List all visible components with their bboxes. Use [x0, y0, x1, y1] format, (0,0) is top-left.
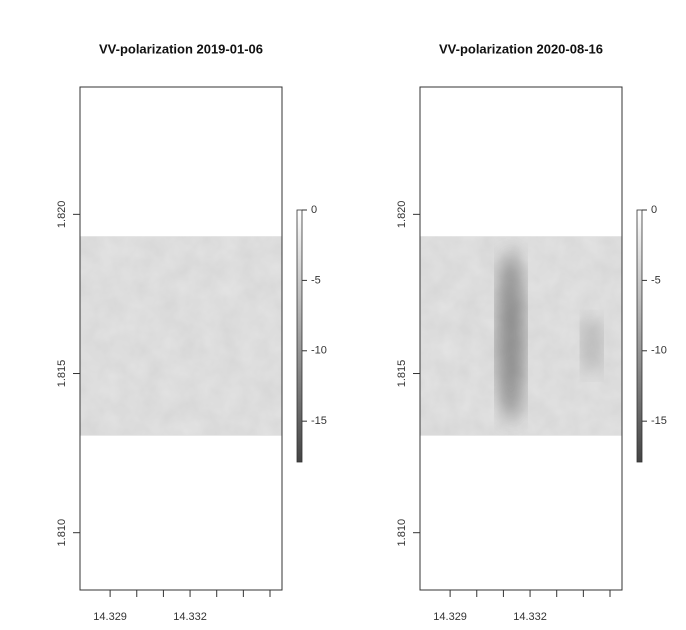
y-tick-label: 1.810: [56, 519, 68, 547]
colorbar-tick-label: -5: [651, 274, 661, 286]
y-tick-label: 1.820: [396, 201, 408, 229]
y-tick-label: 1.810: [396, 519, 408, 547]
colorbar-tick-label: -5: [311, 274, 321, 286]
colorbar-tick-label: -15: [311, 415, 327, 427]
colorbar: [296, 209, 303, 463]
panel: VV-polarization 2020-08-16 14.329 14.332 1.…: [396, 41, 667, 622]
colorbar-tick-label: -15: [651, 415, 667, 427]
colorbar: [636, 209, 643, 463]
x-tick-label: 14.329: [433, 611, 467, 623]
colorbar-tick-label: 0: [311, 204, 317, 216]
dark-streak: [581, 315, 602, 376]
plot-frame: [79, 86, 283, 591]
x-tick-label: 14.329: [93, 611, 127, 623]
y-tick-label: 1.815: [56, 360, 68, 388]
y-tick-label: 1.815: [396, 360, 408, 388]
panel: VV-polarization 2019-01-06 14.329 14.332 1.…: [56, 41, 327, 622]
colorbar-tick-label: -10: [311, 345, 327, 357]
panel-title: VV-polarization 2019-01-06: [99, 41, 263, 56]
x-tick-label: 14.332: [173, 611, 207, 623]
colorbar-tick-label: -10: [651, 345, 667, 357]
x-tick-label: 14.332: [513, 611, 547, 623]
raster-texture: [80, 236, 282, 436]
dark-streak: [496, 250, 525, 421]
raster-feature: [496, 250, 602, 421]
y-tick-label: 1.820: [56, 201, 68, 229]
colorbar-tick-label: 0: [651, 204, 657, 216]
panel-title: VV-polarization 2020-08-16: [439, 41, 603, 56]
plot-frame: [419, 86, 623, 591]
